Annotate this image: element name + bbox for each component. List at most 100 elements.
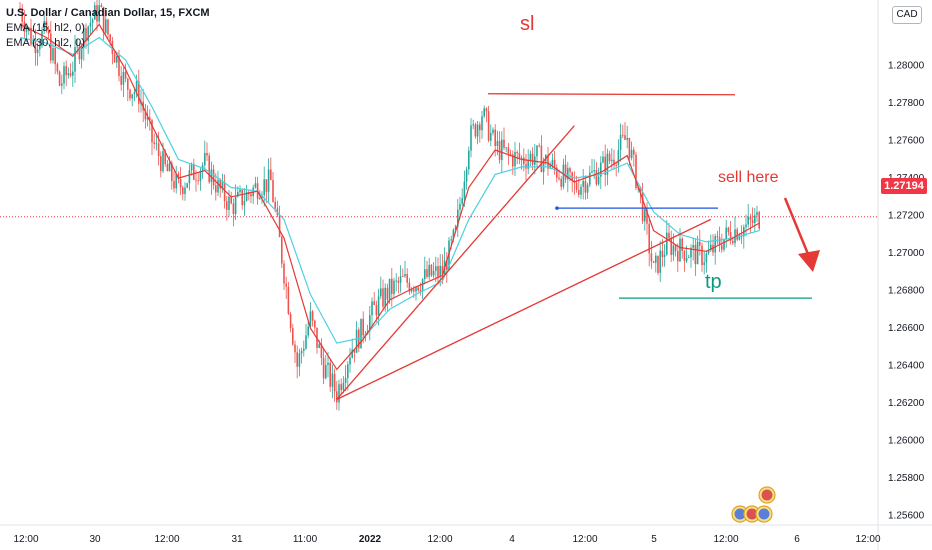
candle-body — [287, 286, 290, 314]
candle-body — [685, 257, 688, 261]
candle-body — [644, 209, 646, 222]
candle-body — [283, 263, 285, 284]
candle-body — [578, 189, 580, 195]
candle-body — [344, 378, 347, 383]
candle-body — [630, 149, 633, 159]
legend: U.S. Dollar / Canadian Dollar, 15, FXCM … — [6, 6, 210, 51]
candle-body — [641, 191, 644, 222]
candle-body — [342, 382, 345, 391]
candle-body — [375, 305, 378, 316]
x-tick-label: 5 — [651, 534, 657, 545]
candle-body — [102, 6, 105, 33]
candle-body — [347, 364, 349, 379]
candle-body — [355, 329, 358, 353]
candle-body — [274, 201, 276, 209]
candle-body — [25, 28, 28, 32]
candle-body — [439, 265, 441, 277]
indicator-ema30[interactable]: EMA (30, hl2, 0) — [6, 37, 85, 49]
y-tick-label: 1.25800 — [888, 473, 925, 484]
candle-body — [67, 73, 70, 76]
x-tick-label: 11:00 — [293, 534, 318, 545]
candle-body — [160, 156, 162, 172]
candle-body — [228, 196, 230, 210]
y-tick-label: 1.25600 — [888, 511, 925, 522]
candle-body — [89, 23, 92, 27]
candle-body — [391, 278, 393, 294]
indicator-ema15[interactable]: EMA (15, hl2, 0) — [6, 22, 85, 34]
candle-body — [296, 352, 298, 367]
candle-body — [168, 162, 171, 172]
candle-body — [575, 182, 578, 190]
candle-body — [597, 176, 600, 185]
candle-body — [54, 48, 56, 65]
candle-body — [727, 227, 730, 233]
candle-body — [534, 156, 536, 165]
candle-body — [512, 154, 514, 167]
candle-body — [122, 71, 125, 85]
candle-body — [254, 183, 257, 188]
candle-body — [606, 153, 609, 175]
candle-body — [740, 236, 743, 238]
candle-body — [690, 247, 692, 258]
candle-body — [595, 170, 598, 185]
candle-body — [529, 153, 532, 161]
candle-body — [74, 47, 76, 72]
candle-body — [69, 73, 72, 76]
candle-body — [569, 168, 571, 173]
candle-body — [281, 237, 283, 264]
candle-body — [303, 348, 305, 351]
candle-body — [688, 257, 690, 259]
candle-body — [498, 140, 501, 160]
candle-body — [509, 153, 512, 155]
candle-body — [307, 326, 309, 336]
candle-body — [212, 169, 215, 186]
candle-body — [551, 159, 554, 166]
candle-body — [50, 33, 52, 61]
trendline — [336, 125, 575, 400]
currency-button[interactable]: CAD — [892, 6, 922, 24]
candle-body — [666, 232, 668, 255]
candle-body — [138, 81, 140, 104]
candle-body — [182, 187, 184, 195]
candle-body — [36, 49, 39, 54]
candle-body — [679, 238, 681, 262]
candle-body — [186, 183, 188, 188]
candle-body — [386, 287, 389, 300]
candle-body — [85, 28, 87, 42]
candle-body — [133, 92, 136, 95]
candle-body — [232, 203, 235, 215]
candle-body — [450, 239, 452, 241]
candle-body — [432, 270, 435, 276]
candle-body — [162, 151, 164, 172]
down-arrow-shaft — [783, 197, 810, 255]
candle-body — [327, 362, 329, 366]
candle-body — [758, 212, 760, 229]
candle-body — [593, 170, 595, 172]
candle-body — [109, 34, 111, 41]
candle-body — [382, 288, 384, 307]
candle-body — [699, 241, 701, 246]
candle-body — [428, 264, 430, 277]
sl-label: sl — [520, 13, 534, 35]
candle-body — [166, 164, 169, 172]
candle-body — [560, 178, 562, 187]
canada-flag-icon-inner — [761, 489, 773, 501]
candle-body — [351, 349, 353, 358]
candle-body — [553, 159, 556, 168]
candle-body — [490, 132, 492, 141]
candle-body — [723, 238, 725, 250]
candle-body — [505, 147, 507, 149]
candle-body — [151, 119, 153, 143]
candle-body — [241, 189, 243, 206]
x-tick-label: 12:00 — [713, 534, 738, 545]
x-tick-label: 30 — [89, 534, 101, 545]
candle-body — [518, 153, 521, 159]
candle-body — [410, 289, 413, 292]
x-tick-label: 12:00 — [13, 534, 38, 545]
candle-body — [107, 19, 109, 35]
candle-body — [118, 56, 120, 76]
candle-body — [749, 216, 752, 220]
candle-body — [377, 296, 380, 316]
